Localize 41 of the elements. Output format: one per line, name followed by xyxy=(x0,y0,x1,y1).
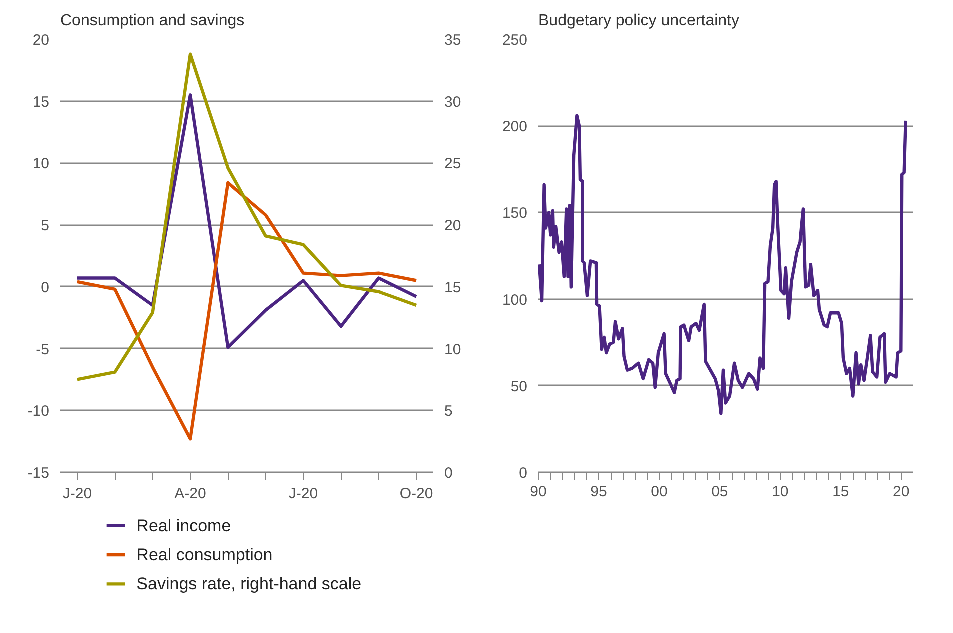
y-tick-label: 0 xyxy=(41,279,50,296)
y-tick-label: 0 xyxy=(519,465,528,482)
y-tick-label: 20 xyxy=(32,32,50,49)
x-tick-label: 10 xyxy=(772,484,789,500)
y2-tick-label: 30 xyxy=(444,94,462,111)
y-tick-label: 5 xyxy=(41,218,50,235)
chart-title: Budgetary policy uncertainty xyxy=(538,12,740,30)
y-tick-label: 250 xyxy=(502,32,528,49)
y-tick-label: -5 xyxy=(36,341,50,358)
x-tick-label: J-20 xyxy=(288,486,318,502)
x-tick-label: 20 xyxy=(893,484,910,500)
x-tick-label: J-20 xyxy=(62,486,92,502)
line-series xyxy=(76,52,418,382)
y-tick-label: -15 xyxy=(28,465,50,482)
x-tick-label: 15 xyxy=(832,484,850,500)
line-series xyxy=(76,181,418,441)
y2-tick-label: 25 xyxy=(444,156,462,173)
legend-label: Real income xyxy=(136,516,232,536)
legend-label: Real consumption xyxy=(136,546,273,565)
y2-tick-label: 15 xyxy=(444,279,462,296)
y2-tick-label: 20 xyxy=(444,218,462,235)
x-tick-label: 95 xyxy=(590,484,608,500)
x-tick-label: 05 xyxy=(712,484,728,500)
y2-tick-label: 35 xyxy=(444,32,462,49)
x-tick-label: O-20 xyxy=(400,486,434,502)
x-tick-label: 00 xyxy=(651,484,668,500)
x-tick-label: A-20 xyxy=(174,486,206,502)
chart-title: Consumption and savings xyxy=(60,12,245,30)
y-tick-label: 200 xyxy=(502,118,528,136)
line-series xyxy=(538,114,908,416)
y-tick-label: 10 xyxy=(32,156,50,173)
y2-tick-label: 5 xyxy=(444,403,453,420)
y2-tick-label: 10 xyxy=(444,341,462,358)
y-tick-label: 100 xyxy=(502,292,528,309)
x-tick-label: 90 xyxy=(530,484,547,500)
y-tick-label: -10 xyxy=(28,403,50,420)
y-tick-label: 150 xyxy=(502,205,528,222)
y-tick-label: 15 xyxy=(32,94,50,111)
y2-tick-label: 0 xyxy=(444,465,453,482)
y-tick-label: 50 xyxy=(510,378,528,396)
legend-label: Savings rate, right-hand scale xyxy=(136,574,362,594)
